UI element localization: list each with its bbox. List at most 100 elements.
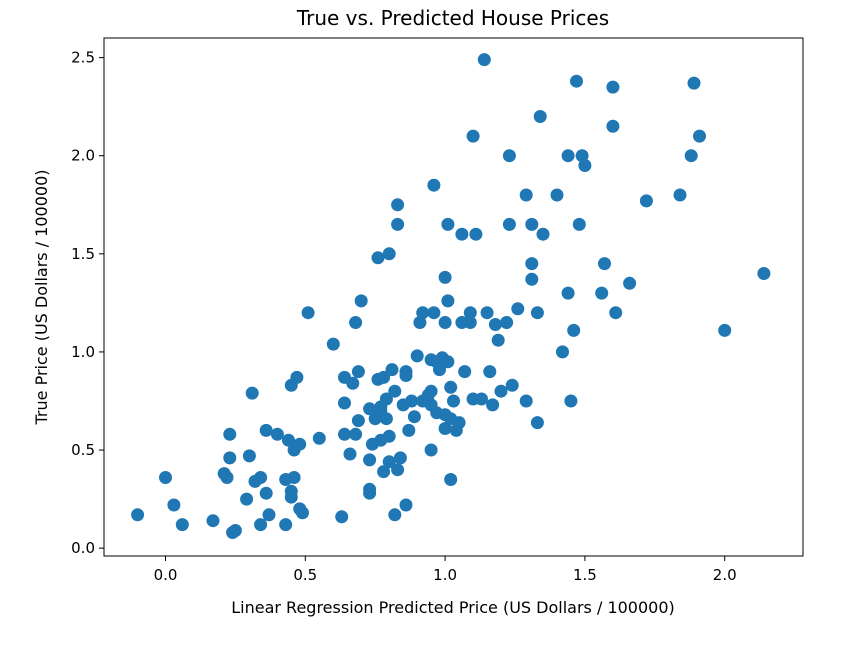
- data-point: [391, 463, 405, 477]
- y-tick-label: 2.5: [71, 49, 95, 67]
- data-point: [223, 427, 237, 441]
- data-point: [416, 306, 430, 320]
- data-point: [550, 188, 564, 202]
- data-point: [399, 498, 413, 512]
- data-point: [606, 119, 620, 133]
- data-point: [483, 365, 497, 379]
- data-point: [363, 402, 377, 416]
- plot-frame: [103, 37, 804, 557]
- chart-title: True vs. Predicted House Prices: [296, 6, 609, 30]
- data-point: [480, 306, 494, 320]
- y-axis-ticks: 0.0 0.5 1.0 1.5 2.0 2.5: [71, 49, 104, 557]
- data-point: [407, 410, 421, 424]
- data-point: [290, 370, 304, 384]
- data-point: [511, 302, 525, 316]
- data-point: [525, 272, 539, 286]
- data-point: [245, 386, 259, 400]
- data-point: [410, 349, 424, 363]
- data-point: [349, 316, 363, 329]
- data-point: [338, 396, 351, 410]
- data-point: [351, 365, 365, 379]
- data-point: [282, 433, 295, 447]
- data-point: [488, 318, 502, 331]
- data-point: [466, 129, 480, 143]
- data-point: [377, 465, 391, 479]
- data-point: [379, 412, 393, 426]
- data-point: [519, 188, 533, 202]
- data-point: [475, 392, 488, 406]
- data-point: [363, 486, 377, 500]
- data-point: [561, 149, 575, 163]
- data-point: [572, 217, 586, 231]
- y-axis-label: True Price (US Dollars / 100000): [32, 170, 51, 426]
- data-point: [441, 217, 455, 231]
- data-point: [502, 149, 516, 163]
- data-point: [447, 394, 460, 408]
- data-point: [382, 429, 396, 443]
- data-point: [351, 414, 365, 428]
- data-point: [441, 294, 455, 308]
- data-point: [623, 276, 637, 290]
- data-point: [525, 217, 539, 231]
- data-point: [240, 492, 254, 506]
- x-tick-label: 1.5: [573, 566, 597, 584]
- data-point: [287, 471, 301, 484]
- data-point: [718, 323, 732, 337]
- data-point: [254, 518, 268, 532]
- data-point: [606, 80, 620, 94]
- data-point: [284, 490, 298, 504]
- data-point: [441, 355, 455, 369]
- data-point: [530, 416, 544, 430]
- data-point: [486, 398, 500, 412]
- data-point: [254, 471, 268, 484]
- data-point: [312, 431, 326, 445]
- data-point: [349, 427, 363, 441]
- data-point: [385, 363, 399, 377]
- data-point: [388, 508, 402, 522]
- data-point: [379, 392, 393, 406]
- data-point: [371, 251, 385, 265]
- data-point: [335, 510, 349, 524]
- y-tick-label: 1.0: [71, 343, 95, 361]
- data-point: [242, 449, 256, 463]
- data-point: [444, 473, 458, 486]
- y-tick-label: 0.0: [71, 539, 95, 557]
- x-tick-label: 1.0: [433, 566, 457, 584]
- data-point: [567, 323, 581, 337]
- data-point: [424, 443, 438, 457]
- data-point: [388, 384, 402, 398]
- data-point: [167, 498, 181, 512]
- x-tick-label: 0.0: [154, 566, 178, 584]
- y-tick-label: 2.0: [71, 147, 95, 165]
- data-point: [693, 129, 706, 143]
- data-point: [469, 227, 483, 241]
- data-point: [296, 506, 309, 520]
- data-point: [346, 376, 360, 390]
- data-point: [427, 306, 441, 320]
- data-point: [455, 227, 469, 241]
- data-point: [463, 316, 477, 329]
- data-point: [301, 306, 315, 320]
- data-point: [609, 306, 623, 320]
- y-tick-label: 1.5: [71, 245, 95, 263]
- data-point: [262, 508, 276, 522]
- data-point: [458, 365, 472, 379]
- data-point: [399, 369, 413, 382]
- data-point: [424, 384, 438, 398]
- data-point: [391, 217, 405, 231]
- x-axis-ticks: 0.0 0.5 1.0 1.5 2.0: [154, 556, 737, 584]
- data-point: [500, 316, 514, 329]
- data-point: [382, 247, 396, 261]
- data-point: [530, 306, 544, 320]
- x-axis-label: Linear Regression Predicted Price (US Do…: [231, 598, 675, 617]
- data-point: [159, 471, 172, 484]
- data-point: [413, 316, 427, 329]
- data-point: [525, 257, 539, 271]
- data-point: [259, 423, 273, 437]
- data-point: [757, 267, 771, 280]
- x-tick-label: 2.0: [713, 566, 737, 584]
- data-point: [505, 378, 519, 392]
- data-point: [570, 74, 583, 88]
- data-point: [536, 227, 550, 241]
- points-layer: [131, 53, 771, 539]
